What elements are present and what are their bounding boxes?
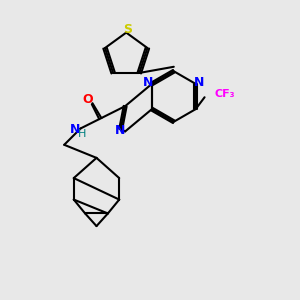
Text: N: N — [143, 76, 154, 89]
Text: CF₃: CF₃ — [215, 89, 236, 99]
Text: H: H — [78, 129, 86, 139]
Text: S: S — [123, 23, 132, 36]
Text: N: N — [115, 124, 125, 137]
Text: N: N — [70, 122, 80, 136]
Text: N: N — [194, 76, 204, 89]
Text: O: O — [83, 93, 93, 106]
